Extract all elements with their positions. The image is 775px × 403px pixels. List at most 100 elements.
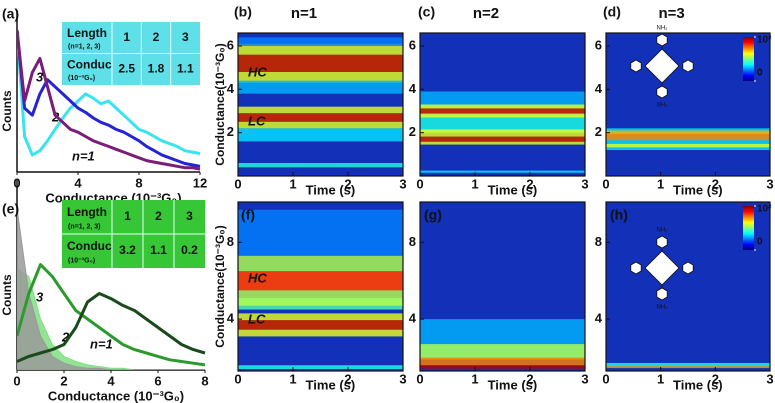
heatmap-band [238,271,403,291]
phenyl-ring [682,261,694,275]
x-tick-label: 12 [193,175,207,190]
plot-frame [419,201,586,372]
x-tick-label: 4 [107,373,115,388]
heatmap-background [606,33,770,176]
y-tick-label: 4 [595,311,603,326]
x-tick-label: 3 [581,176,588,191]
panel-label: (g) [424,207,442,223]
table-note: (n=1, 2, 3) [68,223,100,230]
structure-label: NH₂ [657,305,669,311]
table-cell: 2.5 [118,61,135,75]
x-tick-label: 1 [289,176,296,191]
table-row-header: Length [67,26,107,40]
x-tick-label: 4 [74,175,82,190]
panel-title: n=3 [658,5,684,22]
x-axis-label: Time (s) [488,377,538,392]
series-label: 2 [61,329,70,344]
table-row-header: Conduc [67,58,112,72]
x-tick-label: 2 [60,373,67,388]
heatmap-band [238,163,403,168]
heatmap-band [238,37,403,46]
heatmap-background [606,202,770,371]
heatmap-band [238,209,403,256]
x-tick-label: 1 [657,371,664,386]
x-tick-label: 0 [602,176,609,191]
y-tick-label: 8 [595,234,602,249]
y-tick-label: 2 [595,124,602,139]
panel-title: n=2 [473,5,499,22]
phenyl-ring [656,85,668,99]
table-cell: 2 [155,209,162,223]
x-tick-label: 6 [154,373,161,388]
structure-label: NH₂ [657,228,669,234]
table-row-header: Conduc [67,239,112,253]
x-tick-label: 8 [135,175,142,190]
x-axis-label: Conductance (10⁻³G₀) [48,388,184,403]
x-tick-label: 0 [416,371,423,386]
heatmap-band [606,130,770,135]
structure-label: NH₂ [657,103,669,109]
y-tick-label: 4 [595,81,603,96]
heatmap-band [238,113,403,122]
porphyrin-core [644,250,680,286]
y-tick-label: 8 [409,234,416,249]
table-cell: 1 [124,209,131,223]
phenyl-ring [682,59,694,73]
heatmap-band [238,320,403,330]
heatmap-band [420,136,585,142]
colorbar [743,206,754,250]
colorbar-label: 0 [757,237,763,248]
series-label: n=1 [90,336,113,351]
panel-label: (b) [234,4,252,20]
table-cell: 1 [123,30,130,44]
y-axis-label: Counts [0,90,14,132]
panel-label: (h) [610,207,628,223]
table-cell: 0.2 [181,243,198,257]
phenyl-ring [656,33,668,47]
y-tick-label: 6 [409,37,416,52]
y-axis-label: Conductance(10⁻³G₀) [213,225,227,347]
molecule-structure [630,235,694,301]
heatmap-band [238,128,403,142]
histogram-line [17,29,201,157]
x-tick-label: 1 [289,371,296,386]
panel-label: (e) [2,201,19,217]
y-axis-label: Conductance(10⁻³G₀) [213,43,227,165]
histogram-line [17,29,201,168]
annotation: LC [248,113,266,128]
colorbar-label: 10² [757,204,772,215]
y-axis-label: Counts [0,274,14,316]
table-cell: 3 [186,209,193,223]
y-tick-label: 4 [227,81,235,96]
y-tick-label: 4 [409,311,417,326]
x-tick-label: 3 [399,176,406,191]
plot-frame [237,201,404,372]
x-tick-label: 2 [526,371,533,386]
heatmap-band [238,54,403,72]
table-note: (10⁻³G₀) [68,75,95,82]
plot-frame [419,32,586,177]
y-tick-label: 4 [409,81,417,96]
y-tick-label: 8 [227,234,234,249]
heatmap-band [606,143,770,148]
heatmap-band [606,133,770,141]
histogram-line [17,29,201,171]
colorbar-label: 0 [757,68,763,79]
annotation: HC [248,270,267,285]
heatmap-band [420,170,585,173]
heatmap-band [606,366,770,369]
phenyl-ring [656,287,668,301]
y-tick-label: 2 [409,124,416,139]
phenyl-ring [630,261,642,275]
x-tick-label: 2 [526,176,533,191]
table-cell: 1.1 [177,61,194,75]
heatmap-band [420,108,585,114]
x-axis-label: Time (s) [673,182,723,197]
annotation: HC [248,64,267,79]
x-axis-label: Time (s) [306,182,356,197]
x-tick-label: 3 [766,176,773,191]
x-tick-label: 3 [399,371,406,386]
table-cell: 2 [153,30,160,44]
colorbar-label: 10² [757,35,772,46]
x-tick-label: 2 [344,371,351,386]
